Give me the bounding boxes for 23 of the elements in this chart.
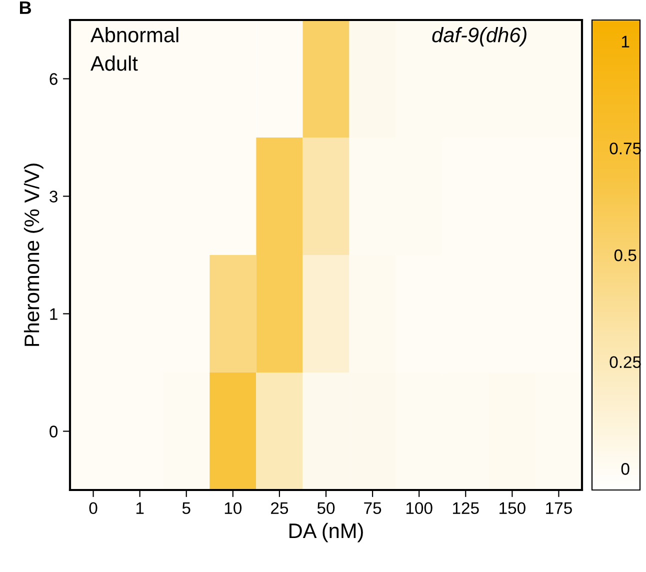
text: B (20, 1, 32, 14)
x-tick-label: 75 (364, 502, 382, 514)
x-tick-label: 0 (89, 502, 98, 514)
color-bar-label: 1 (622, 36, 630, 48)
y-tick-label: 0 (50, 426, 58, 438)
x-tick-label: 125 (453, 502, 479, 514)
x-axis-title: DA (nM) (290, 522, 363, 542)
x-tick-label: 1 (136, 502, 144, 514)
y-tick-label: 1 (50, 308, 58, 320)
x-tick-label: 100 (406, 502, 432, 514)
y-axis-title: Pheromone (% V/V) (24, 164, 44, 346)
x-tick-label: 175 (546, 502, 572, 514)
x-tick-label: 25 (271, 502, 288, 514)
color-bar-label: 0.5 (614, 249, 636, 262)
y-tick-label: 3 (50, 190, 58, 202)
color-bar-label: 0 (621, 463, 630, 475)
x-tick-label: 5 (182, 502, 190, 514)
annotation: daf-9(dh6) (432, 27, 526, 46)
x-tick-label: 150 (500, 502, 526, 514)
x-tick-label: 10 (224, 502, 242, 514)
annotation: Abnormal Adult (90, 27, 178, 71)
y-tick-label: 6 (50, 73, 58, 85)
x-tick-label: 50 (317, 502, 335, 514)
